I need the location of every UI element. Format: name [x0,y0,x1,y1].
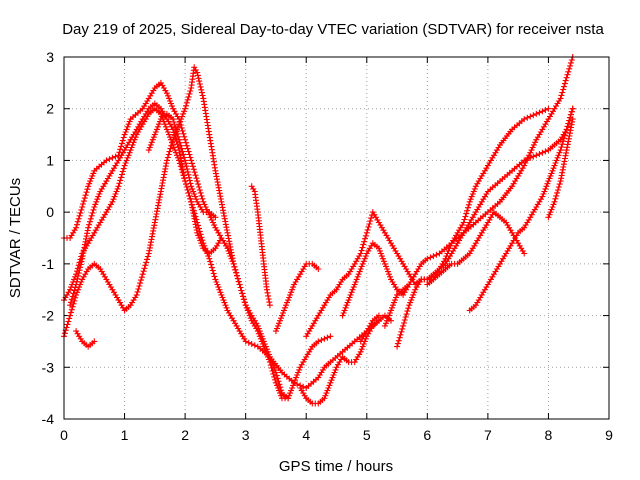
x-tick-label: 4 [302,427,310,443]
plus-markers [248,183,273,309]
series-track-14 [424,105,552,288]
series-track-13 [466,105,576,314]
x-tick-label: 1 [121,427,129,443]
plus-markers [357,312,382,345]
plus-markers [466,105,576,314]
plus-markers [145,110,219,221]
series-track-5 [67,100,225,309]
plus-markers [424,105,552,288]
series-trace [342,56,574,316]
x-tick-label: 0 [60,427,68,443]
x-tick-label: 2 [181,427,189,443]
plus-markers [339,54,576,319]
chart-title: Day 219 of 2025, Sidereal Day-to-day VTE… [62,21,604,38]
series-trace [64,81,331,399]
plus-markers [272,260,322,335]
plus-markers [73,328,98,350]
series-track-2 [61,105,382,391]
axis-ticks: 0 1 2 3 4 5 6 7 8 9 -4 -3 -2 -1 0 1 2 3 [42,49,614,443]
series-track-11 [339,54,576,319]
y-tick-label: -4 [42,411,55,427]
x-tick-label: 7 [484,427,492,443]
series-track-12 [394,209,528,350]
x-tick-label: 3 [242,427,250,443]
plus-markers [545,116,576,221]
x-axis-label: GPS time / hours [279,458,393,475]
y-tick-label: -2 [42,308,55,324]
plus-markers [394,209,528,350]
x-tick-label: 8 [545,427,553,443]
y-tick-label: 1 [46,152,54,168]
series-track-16 [357,312,382,345]
y-axis-label: SDTVAR / TECUs [7,178,24,298]
series-track-15 [545,116,576,221]
series-track-6 [145,110,219,221]
plus-markers [61,79,334,402]
series-trace [299,314,392,405]
series-trace [63,107,380,389]
plus-markers [381,281,413,329]
y-tick-label: 2 [46,101,54,117]
x-tick-label: 5 [363,427,371,443]
series-track-4 [73,328,98,350]
series-track-1 [61,79,334,402]
plus-markers [67,100,225,309]
x-tick-label: 6 [423,427,431,443]
y-tick-label: -1 [42,256,55,272]
x-tick-label: 9 [605,427,613,443]
y-tick-label: -3 [42,359,55,375]
series-track-17 [381,281,413,329]
plus-markers [61,105,382,391]
series-track-7 [248,183,273,309]
y-tick-label: 3 [46,49,54,65]
data-series [61,54,576,407]
plot-frame [63,56,610,420]
series-track-8 [272,260,322,335]
y-tick-label: 0 [46,204,54,220]
series-trace [469,108,574,311]
